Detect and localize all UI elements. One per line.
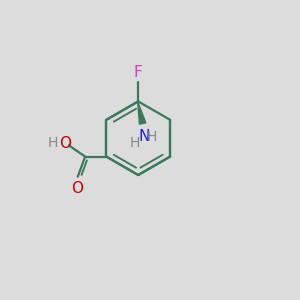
Text: H: H [130,136,140,150]
Text: H: H [47,136,58,150]
Text: O: O [59,136,71,151]
Text: F: F [134,65,142,80]
Text: O: O [71,181,83,196]
Text: H: H [147,130,157,144]
Polygon shape [138,101,146,124]
Text: N: N [138,129,150,144]
